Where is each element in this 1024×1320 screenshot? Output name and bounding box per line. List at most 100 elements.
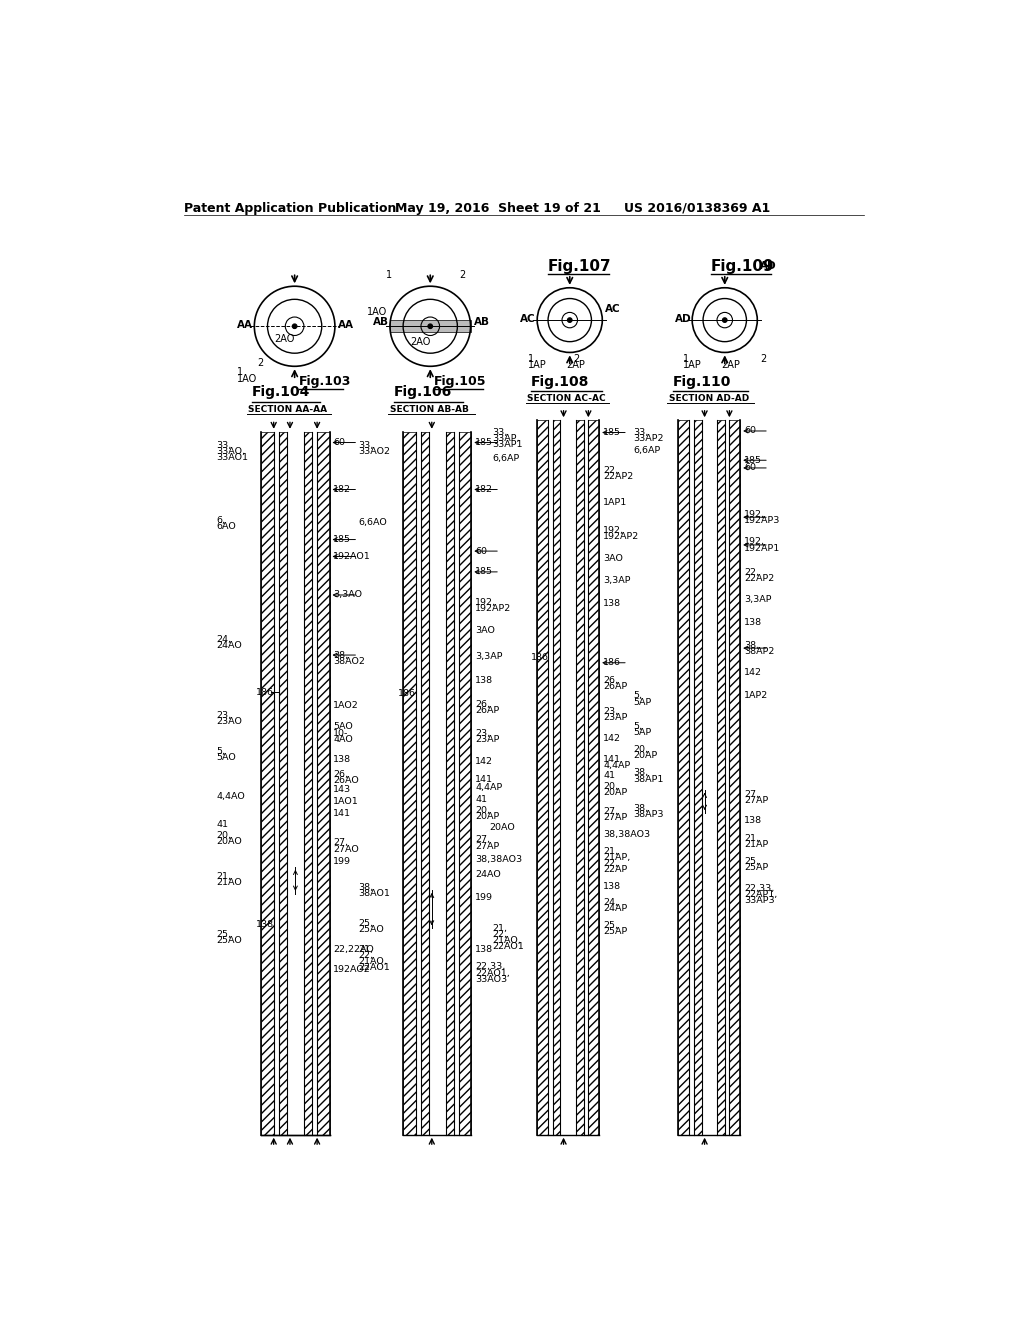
Text: 5AO: 5AO bbox=[216, 752, 237, 762]
Text: 20AO: 20AO bbox=[216, 837, 242, 846]
Text: 192AP2: 192AP2 bbox=[603, 532, 639, 541]
Text: 27AP: 27AP bbox=[744, 796, 768, 805]
Text: 25AP: 25AP bbox=[744, 863, 768, 873]
Text: 22AP: 22AP bbox=[603, 866, 628, 874]
Text: 20AP: 20AP bbox=[475, 812, 500, 821]
Text: 142: 142 bbox=[744, 668, 762, 677]
Text: 21AO: 21AO bbox=[216, 879, 242, 887]
Text: 21,: 21, bbox=[216, 873, 231, 882]
Text: 33AP1: 33AP1 bbox=[493, 441, 522, 449]
Text: 21,: 21, bbox=[744, 834, 759, 842]
Text: 138: 138 bbox=[603, 882, 622, 891]
Text: 25,: 25, bbox=[358, 919, 373, 928]
Text: 186: 186 bbox=[256, 688, 273, 697]
Text: 192AP1: 192AP1 bbox=[744, 544, 780, 553]
Text: 1AP: 1AP bbox=[683, 360, 701, 370]
Text: 25AO: 25AO bbox=[216, 936, 242, 945]
Text: 142: 142 bbox=[475, 756, 494, 766]
Text: 192AP2: 192AP2 bbox=[475, 605, 511, 614]
Text: 1: 1 bbox=[238, 367, 244, 378]
Text: 199: 199 bbox=[475, 894, 494, 902]
Text: AD: AD bbox=[675, 314, 692, 323]
Text: 25,: 25, bbox=[744, 857, 759, 866]
Text: 22AP2: 22AP2 bbox=[603, 473, 633, 480]
Text: 38,: 38, bbox=[358, 883, 374, 892]
Text: 38,: 38, bbox=[334, 651, 348, 660]
Text: 33AP2: 33AP2 bbox=[633, 434, 664, 444]
Text: 2AO: 2AO bbox=[274, 334, 295, 345]
Text: Fig.103: Fig.103 bbox=[299, 375, 351, 388]
Text: 192AO2: 192AO2 bbox=[334, 965, 371, 974]
Text: AB: AB bbox=[373, 317, 389, 326]
Text: 21,: 21, bbox=[493, 924, 507, 933]
Text: AB: AB bbox=[474, 317, 489, 326]
Text: 2AP: 2AP bbox=[722, 360, 740, 370]
Text: 41: 41 bbox=[216, 820, 228, 829]
Text: 22AO1: 22AO1 bbox=[358, 964, 390, 972]
Bar bbox=[390, 321, 471, 333]
Text: 1AO2: 1AO2 bbox=[334, 701, 359, 710]
Text: 138: 138 bbox=[475, 945, 494, 953]
Text: 141: 141 bbox=[603, 755, 622, 763]
Text: 141: 141 bbox=[334, 809, 351, 818]
Text: 138: 138 bbox=[256, 920, 274, 929]
Text: 138: 138 bbox=[475, 676, 494, 685]
Text: 5AO: 5AO bbox=[334, 722, 353, 731]
Bar bbox=[280, 432, 287, 1135]
Text: 27AP: 27AP bbox=[603, 813, 628, 822]
Text: 1: 1 bbox=[528, 354, 535, 363]
Text: 5AP: 5AP bbox=[633, 729, 651, 738]
Text: 142: 142 bbox=[603, 734, 622, 743]
Bar bbox=[317, 432, 330, 1135]
Text: 192,: 192, bbox=[744, 537, 765, 546]
Text: 27,: 27, bbox=[603, 807, 618, 816]
Text: 5,: 5, bbox=[633, 692, 642, 701]
Text: 182: 182 bbox=[475, 484, 494, 494]
Text: 38,: 38, bbox=[633, 804, 648, 813]
Text: 10-: 10- bbox=[334, 729, 349, 738]
Text: 20AP: 20AP bbox=[603, 788, 628, 797]
Text: 27,: 27, bbox=[334, 838, 348, 847]
Text: 2: 2 bbox=[572, 354, 580, 363]
Text: 3,3AP: 3,3AP bbox=[475, 652, 503, 661]
Text: AC: AC bbox=[520, 314, 536, 323]
Text: 26AP: 26AP bbox=[475, 706, 500, 715]
Text: 27,: 27, bbox=[475, 836, 490, 845]
Text: 20,: 20, bbox=[216, 830, 231, 840]
Text: 185: 185 bbox=[603, 428, 622, 437]
Text: 21AO,: 21AO, bbox=[358, 957, 387, 966]
Text: 5,: 5, bbox=[216, 747, 225, 756]
Text: 2AP: 2AP bbox=[566, 360, 586, 370]
Text: 22AP2: 22AP2 bbox=[744, 574, 774, 583]
Text: SECTION AD-AD: SECTION AD-AD bbox=[669, 395, 750, 403]
Text: Patent Application Publication: Patent Application Publication bbox=[183, 202, 396, 215]
Text: 38,38AO3: 38,38AO3 bbox=[475, 855, 522, 865]
Text: 60: 60 bbox=[334, 438, 345, 447]
Text: 22,: 22, bbox=[603, 859, 618, 869]
Text: 22,: 22, bbox=[358, 950, 373, 960]
Text: 33,: 33, bbox=[358, 441, 374, 450]
Text: 26,: 26, bbox=[603, 676, 618, 685]
Text: 38,38AO3: 38,38AO3 bbox=[603, 830, 650, 840]
Bar bbox=[729, 420, 740, 1135]
Text: 27AO: 27AO bbox=[334, 845, 359, 854]
Text: 4AO: 4AO bbox=[334, 735, 353, 744]
Text: 192,: 192, bbox=[475, 598, 497, 607]
Text: 192,: 192, bbox=[603, 525, 624, 535]
Text: 27,: 27, bbox=[744, 789, 759, 799]
Text: 26AP: 26AP bbox=[603, 682, 628, 692]
Text: 185: 185 bbox=[744, 455, 762, 465]
Text: Fig.105: Fig.105 bbox=[434, 375, 486, 388]
Text: 20,: 20, bbox=[603, 783, 618, 791]
Text: 2: 2 bbox=[257, 358, 263, 368]
Text: 38AP1: 38AP1 bbox=[633, 775, 664, 784]
Text: 3AO: 3AO bbox=[603, 554, 623, 564]
Text: Fig.108: Fig.108 bbox=[531, 375, 590, 388]
Text: 60: 60 bbox=[744, 463, 756, 473]
Text: 185: 185 bbox=[475, 568, 494, 577]
Text: 138: 138 bbox=[744, 816, 762, 825]
Text: 192AP3: 192AP3 bbox=[744, 516, 780, 525]
Circle shape bbox=[428, 323, 432, 329]
Text: 26,: 26, bbox=[334, 770, 348, 779]
Bar bbox=[553, 420, 560, 1135]
